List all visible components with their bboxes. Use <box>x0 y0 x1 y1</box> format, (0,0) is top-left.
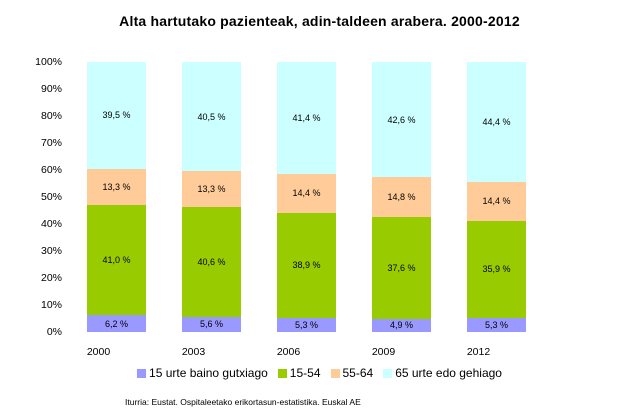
y-tick: 60% <box>40 164 62 176</box>
data-label: 44,4 % <box>482 116 511 127</box>
bar-segment: 41,4 % <box>277 62 336 174</box>
source-note: Iturria: Eustat. Ospitaleetako erikortas… <box>125 397 361 407</box>
data-label: 4,9 % <box>389 320 413 331</box>
legend-label: 15 urte baino gutxiago <box>149 366 268 380</box>
chart-title: Alta hartutako pazienteak, adin-taldeen … <box>119 13 520 29</box>
bar-segment: 13,3 % <box>182 171 241 208</box>
bar-2009: 4,9 % 37,6 % 14,8 % 42,6 % <box>372 62 431 332</box>
data-label: 41,0 % <box>102 254 131 265</box>
data-label: 14,4 % <box>482 196 511 207</box>
bar-2003: 5,6 % 40,6 % 13,3 % 40,5 % <box>182 62 241 332</box>
bar-segment: 39,5 % <box>87 62 146 169</box>
data-label: 39,5 % <box>102 110 131 121</box>
bar-2006: 5,3 % 38,9 % 14,4 % 41,4 % <box>277 62 336 332</box>
data-label: 35,9 % <box>482 264 511 275</box>
x-tick: 2012 <box>466 346 491 358</box>
data-label: 42,6 % <box>387 114 416 125</box>
data-label: 5,3 % <box>484 319 508 330</box>
data-label: 13,3 % <box>102 181 131 192</box>
bar-2000: 6,2 % 41,0 % 13,3 % 39,5 % <box>87 62 146 332</box>
data-label: 40,6 % <box>197 257 226 268</box>
bar-segment: 41,0 % <box>87 204 146 316</box>
bar-segment: 14,8 % <box>372 177 431 218</box>
data-label: 14,4 % <box>292 188 321 199</box>
bar-segment: 5,3 % <box>467 317 526 332</box>
x-tick: 2000 <box>86 346 111 358</box>
data-label: 13,3 % <box>197 184 226 195</box>
y-tick: 50% <box>40 191 62 203</box>
legend-label: 15-54 <box>289 366 321 380</box>
bar-segment: 44,4 % <box>467 62 526 182</box>
legend-swatch-icon <box>277 368 287 378</box>
bar-segment: 40,5 % <box>182 62 241 172</box>
x-tick: 2009 <box>371 346 396 358</box>
y-tick: 70% <box>40 137 62 149</box>
x-tick: 2006 <box>276 346 301 358</box>
bar-segment: 14,4 % <box>467 181 526 221</box>
data-label: 5,3 % <box>294 319 318 330</box>
legend: 15 urte baino gutxiago 15-54 55-64 65 urte … <box>0 366 639 380</box>
bar-segment: 35,9 % <box>467 220 526 318</box>
data-label: 5,6 % <box>199 319 223 330</box>
y-tick: 30% <box>40 245 62 257</box>
legend-label: 65 urte edo gehiago <box>395 366 502 380</box>
y-tick: 0% <box>46 326 62 338</box>
legend-swatch-icon <box>137 368 147 378</box>
bar-segment: 13,3 % <box>87 168 146 205</box>
legend-item: 65 urte edo gehiago <box>383 366 502 380</box>
data-label: 6,2 % <box>104 318 128 329</box>
bar-segment: 40,6 % <box>182 207 241 317</box>
bar-segment: 6,2 % <box>87 315 146 332</box>
bar-segment: 5,6 % <box>182 316 241 332</box>
data-label: 40,5 % <box>197 111 226 122</box>
data-label: 14,8 % <box>387 192 416 203</box>
bar-segment: 5,3 % <box>277 317 336 332</box>
bar-segment: 14,4 % <box>277 173 336 213</box>
legend-label: 55-64 <box>342 366 374 380</box>
data-label: 38,9 % <box>292 260 321 271</box>
bar-segment: 38,9 % <box>277 212 336 318</box>
bar-2012: 5,3 % 35,9 % 14,4 % 44,4 % <box>467 62 526 332</box>
legend-item: 15 urte baino gutxiago <box>137 366 268 380</box>
legend-swatch-icon <box>383 368 393 378</box>
y-tick: 90% <box>40 83 62 95</box>
data-label: 37,6 % <box>387 263 416 274</box>
y-tick: 100% <box>35 56 62 68</box>
bar-segment: 4,9 % <box>372 318 431 332</box>
legend-item: 15-54 <box>277 366 321 380</box>
y-tick: 10% <box>40 299 62 311</box>
legend-item: 55-64 <box>330 366 374 380</box>
bar-segment: 37,6 % <box>372 217 431 319</box>
y-tick: 80% <box>40 110 62 122</box>
plot-area: 6,2 % 41,0 % 13,3 % 39,5 % 5,6 % 40,6 % 13,3 %… <box>70 62 560 332</box>
y-tick: 20% <box>40 272 62 284</box>
bar-segment: 42,6 % <box>372 62 431 178</box>
legend-swatch-icon <box>330 368 340 378</box>
data-label: 41,4 % <box>292 112 321 123</box>
x-tick: 2003 <box>181 346 206 358</box>
y-tick: 40% <box>40 218 62 230</box>
